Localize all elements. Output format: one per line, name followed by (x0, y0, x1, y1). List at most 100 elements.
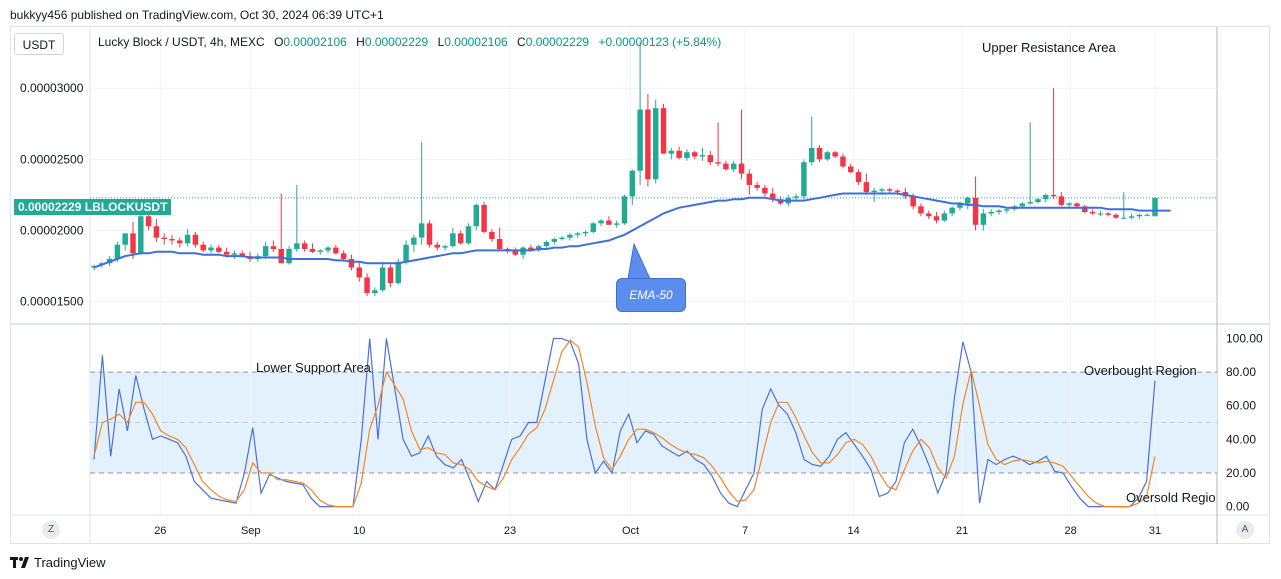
candle-down (348, 258, 355, 268)
candle-up (395, 261, 401, 284)
candle-down (816, 147, 823, 160)
candle-down (676, 150, 682, 158)
low-label: L (437, 35, 445, 49)
overbought-label: Overbought Region (1084, 363, 1197, 378)
candle-down (715, 162, 721, 164)
candle-down (496, 239, 503, 249)
time-tick-label: 31 (1149, 525, 1161, 537)
candle-up (325, 247, 331, 251)
candle-up (1043, 194, 1049, 200)
candle-down (840, 156, 846, 167)
candle-down (972, 197, 979, 225)
candle-down (1089, 212, 1096, 214)
candle-up (208, 247, 214, 251)
candle-up (965, 197, 971, 204)
last-price-tag: 0.00002229 LBLOCKUSDT (14, 199, 172, 215)
time-tick-label: Sep (241, 525, 261, 537)
candle-down (1058, 196, 1065, 205)
price-tick-label: 0.00003000 (20, 81, 84, 95)
candle-down (512, 250, 519, 255)
candle-up (1066, 203, 1072, 205)
candle-up (1144, 214, 1150, 216)
candle-down (1082, 206, 1088, 212)
oscillator-tick-label: 80.00 (1226, 365, 1256, 379)
candle-up (473, 204, 480, 227)
chart-frame (10, 26, 1270, 544)
candle-down (910, 196, 916, 207)
candle-down (426, 223, 433, 245)
ema-callout-pointer (627, 242, 651, 280)
candle-up (184, 234, 191, 244)
currency-button[interactable]: USDT (14, 33, 64, 55)
candle-up (699, 155, 706, 157)
candle-up (590, 223, 597, 232)
candle-down (606, 220, 612, 225)
candle-up (996, 210, 1002, 212)
candle-up (1121, 217, 1127, 219)
candle-up (949, 207, 955, 214)
candle-up (379, 267, 386, 291)
candle-down (746, 173, 753, 185)
oscillator-tick-label: 20.00 (1226, 466, 1256, 480)
candle-down (340, 253, 347, 259)
candle-down (894, 190, 901, 193)
tradingview-logo[interactable]: TradingView (10, 555, 106, 570)
upper-resistance-label: Upper Resistance Area (982, 40, 1116, 55)
candle-down (1113, 214, 1119, 218)
candle-down (926, 213, 932, 217)
candle-up (294, 243, 300, 249)
price-tick-label: 0.00002000 (20, 224, 84, 238)
candle-up (403, 244, 409, 262)
close-label: C (517, 35, 526, 49)
candle-up (652, 108, 659, 180)
candle-up (793, 196, 799, 198)
tradingview-icon (10, 556, 29, 568)
candle-up (613, 223, 620, 225)
candle-up (567, 234, 573, 238)
candle-down (192, 234, 199, 245)
candle-down (216, 247, 222, 252)
oscillator-tick-label: 100.00 (1226, 331, 1263, 345)
price-tick-label: 0.00001500 (20, 295, 84, 309)
candle-down (660, 108, 667, 154)
candle-down (434, 244, 440, 248)
candle-up (988, 212, 994, 214)
auto-scale-button[interactable]: A (1236, 521, 1254, 539)
candle-up (372, 290, 378, 294)
candle-up (1027, 202, 1033, 204)
zoom-z-button[interactable]: Z (42, 521, 60, 539)
ema-callout: EMA-50 (616, 278, 686, 312)
candle-up (1152, 197, 1158, 217)
candle-up (1004, 209, 1010, 211)
publisher-line: bukkyy456 published on TradingView.com, … (10, 8, 384, 22)
candle-down (863, 182, 870, 193)
candle-up (824, 152, 831, 160)
candle-up (637, 109, 643, 171)
candle-down (918, 206, 924, 214)
candle-up (231, 253, 238, 255)
candle-down (356, 267, 362, 278)
candle-up (668, 150, 675, 154)
change-value: +0.00000123 (+5.84%) (598, 35, 722, 49)
candle-down (1105, 213, 1111, 215)
candle-down (848, 166, 854, 173)
candle-up (122, 233, 128, 245)
candle-down (301, 243, 308, 249)
time-tick-label: 14 (847, 525, 859, 537)
candle-down (754, 184, 760, 188)
time-tick-label: Oct (622, 525, 639, 537)
candle-up (629, 170, 636, 197)
candle-up (543, 241, 550, 247)
oversold-label: Oversold Regio (1126, 490, 1216, 505)
candle-down (309, 249, 316, 252)
candle-up (418, 223, 425, 238)
candle-up (809, 147, 815, 163)
candle-up (465, 226, 472, 244)
tradingview-brand: TradingView (34, 555, 106, 570)
last-price-symbol: LBLOCKUSDT (84, 200, 168, 214)
candle-up (957, 203, 963, 208)
candle-down (887, 189, 893, 191)
symbol-title: Lucky Block / USDT, 4h, MEXC (98, 35, 265, 49)
candle-down (169, 239, 175, 241)
